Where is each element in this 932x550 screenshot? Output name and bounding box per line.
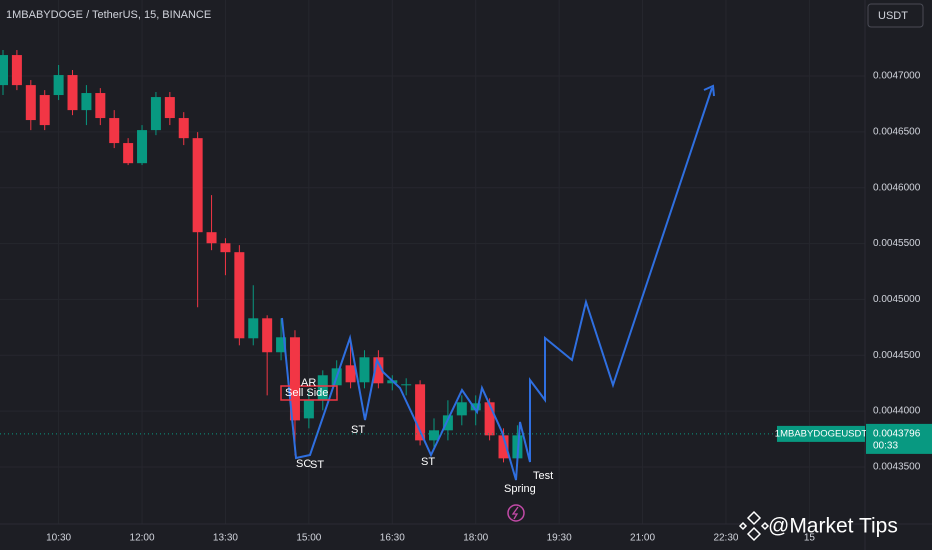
watermark: @Market Tips — [768, 515, 898, 538]
candle-body — [456, 402, 467, 416]
projection-arrow — [703, 84, 715, 97]
candle-body — [429, 430, 439, 441]
x-tick-label: 15:00 — [296, 533, 321, 544]
annotation: Sell Side — [285, 387, 328, 399]
x-tick-label: 12:00 — [130, 533, 155, 544]
candle-body — [206, 232, 217, 244]
y-tick-label: 0.0046000 — [873, 182, 921, 193]
x-tick-label: 10:30 — [46, 533, 71, 544]
symbol-label: 1MBABYDOGEUSDT — [775, 428, 868, 439]
candle-body — [484, 402, 495, 436]
x-tick-label: 18:00 — [463, 533, 488, 544]
candle-body — [81, 93, 92, 111]
candle-body — [401, 384, 412, 386]
candle-body — [178, 118, 189, 139]
symbol-tag — [777, 425, 865, 442]
x-tick-label: 19:30 — [547, 533, 572, 544]
candle-body — [262, 318, 273, 353]
chart-title: 1MBABYDOGE / TetherUS, 15, BINANCE — [6, 9, 211, 21]
grid — [0, 0, 865, 524]
annotation: ST — [310, 459, 324, 471]
currency-label: USDT — [878, 10, 908, 22]
candle-body — [0, 55, 8, 86]
price-tag — [866, 423, 932, 454]
x-tick-label: 21:00 — [630, 533, 655, 544]
candle-body — [303, 400, 314, 419]
annotation: Test — [533, 470, 553, 482]
currency-box[interactable] — [867, 3, 924, 28]
y-tick-label: 0.0045000 — [873, 294, 921, 305]
annotation: ST — [351, 424, 365, 436]
candle-body — [25, 85, 36, 121]
candle-body — [164, 97, 175, 119]
watermark-logo — [738, 510, 770, 542]
y-tick-label: 0.0043500 — [873, 462, 921, 473]
y-tick-label: 0.0044000 — [873, 406, 921, 417]
candle-body — [95, 93, 106, 119]
candle-body — [442, 415, 453, 431]
y-tick-label: 0.0047000 — [873, 71, 921, 82]
candle-body — [137, 130, 148, 164]
candle-body — [123, 143, 134, 164]
candle-body — [248, 318, 259, 339]
candle-body — [109, 118, 120, 144]
candle-body — [53, 75, 64, 96]
candle-body — [276, 337, 287, 353]
y-tick-label: 0.0045500 — [873, 238, 921, 249]
sell-side-box — [280, 385, 338, 401]
candle-body — [192, 138, 203, 233]
candle-body — [11, 55, 22, 86]
candle-body — [359, 357, 370, 383]
candle-body — [345, 365, 356, 383]
x-tick-label: 15 — [804, 533, 816, 544]
candle-body — [317, 375, 328, 401]
countdown: 00:33 — [873, 441, 898, 452]
y-tick-label: 0.0044500 — [873, 350, 921, 361]
annotation: ST — [421, 456, 435, 468]
candle-body — [67, 75, 78, 111]
last-price-label: 0.0043796 — [873, 429, 921, 440]
event-icon[interactable] — [507, 504, 525, 522]
candle-body — [373, 357, 384, 384]
projection-path — [281, 87, 713, 481]
annotation: Spring — [504, 483, 536, 495]
x-tick-label: 16:30 — [380, 533, 405, 544]
annotation: AR — [301, 377, 316, 389]
annotation: SC — [296, 458, 311, 470]
x-tick-label: 22:30 — [713, 533, 738, 544]
candle-body — [39, 95, 50, 126]
candle-body — [150, 97, 161, 131]
x-tick-label: 13:30 — [213, 533, 238, 544]
candle-body — [220, 243, 231, 253]
candle-body — [470, 403, 481, 411]
candle-body — [234, 252, 245, 339]
candle-body — [289, 337, 300, 421]
candle-body — [498, 435, 509, 459]
candle-body — [415, 384, 426, 441]
event-icon-bolt — [511, 506, 519, 520]
y-tick-label: 0.0046500 — [873, 127, 921, 138]
candles — [0, 50, 523, 466]
